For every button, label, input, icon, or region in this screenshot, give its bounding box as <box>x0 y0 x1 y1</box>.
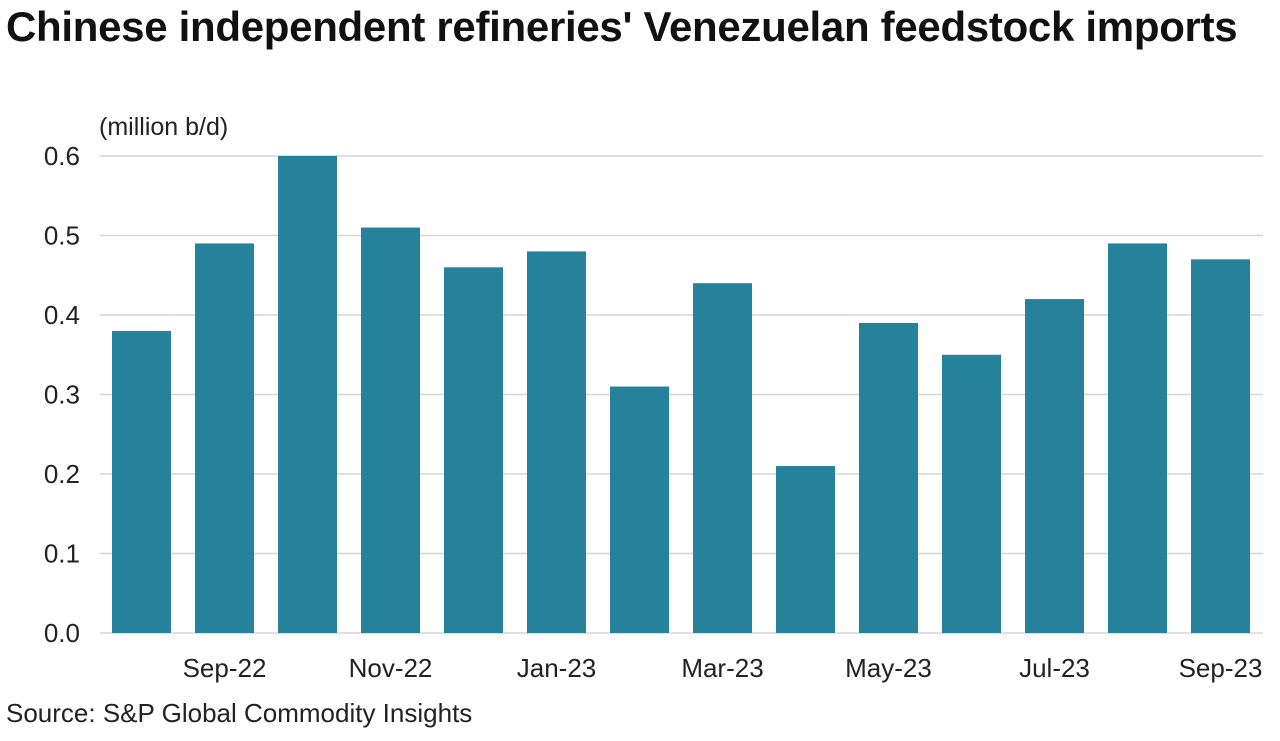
x-tick-label: Jan-23 <box>517 653 597 683</box>
y-tick-label: 0.1 <box>44 539 80 569</box>
x-tick-label: Nov-22 <box>349 653 433 683</box>
bar-sep-23 <box>1191 259 1250 633</box>
y-tick-label: 0.5 <box>44 221 80 251</box>
x-tick-label: Sep-23 <box>1179 653 1263 683</box>
bar-nov-22 <box>361 227 420 634</box>
bar-aug-22 <box>112 330 171 633</box>
y-tick-label: 0.4 <box>44 300 80 330</box>
bars <box>112 156 1250 634</box>
bar-oct-22 <box>278 156 337 633</box>
y-axis-unit-label: (million b/d) <box>99 113 229 141</box>
bar-may-23 <box>859 322 918 633</box>
x-axis-ticks: Sep-22 Nov-22 Jan-23 Mar-23 May-23 Jul-23 Sep-… <box>183 653 1263 683</box>
bar-apr-23 <box>776 466 835 633</box>
bar-feb-23 <box>610 386 669 633</box>
y-tick-label: 0.3 <box>44 380 80 410</box>
bar-jun-23 <box>942 354 1001 633</box>
x-tick-label: Mar-23 <box>681 653 763 683</box>
y-tick-label: 0.0 <box>44 618 80 648</box>
bar-dec-22 <box>444 267 503 633</box>
y-axis-ticks: 0.0 0.1 0.2 0.3 0.4 0.5 0.6 <box>44 141 80 648</box>
bar-aug-23 <box>1108 243 1167 633</box>
bar-jul-23 <box>1025 299 1084 633</box>
bar-mar-23 <box>693 283 752 633</box>
source-note: Source: S&P Global Commodity Insights <box>6 698 473 728</box>
bar-jan-23 <box>527 251 586 633</box>
gridlines <box>100 155 1263 634</box>
y-tick-label: 0.6 <box>44 141 80 171</box>
x-tick-label: Sep-22 <box>183 653 267 683</box>
x-tick-label: May-23 <box>845 653 932 683</box>
chart-title: Chinese independent refineries' Venezuel… <box>6 3 1238 50</box>
y-tick-label: 0.2 <box>44 459 80 489</box>
x-tick-label: Jul-23 <box>1019 653 1090 683</box>
bar-sep-22 <box>195 243 254 633</box>
